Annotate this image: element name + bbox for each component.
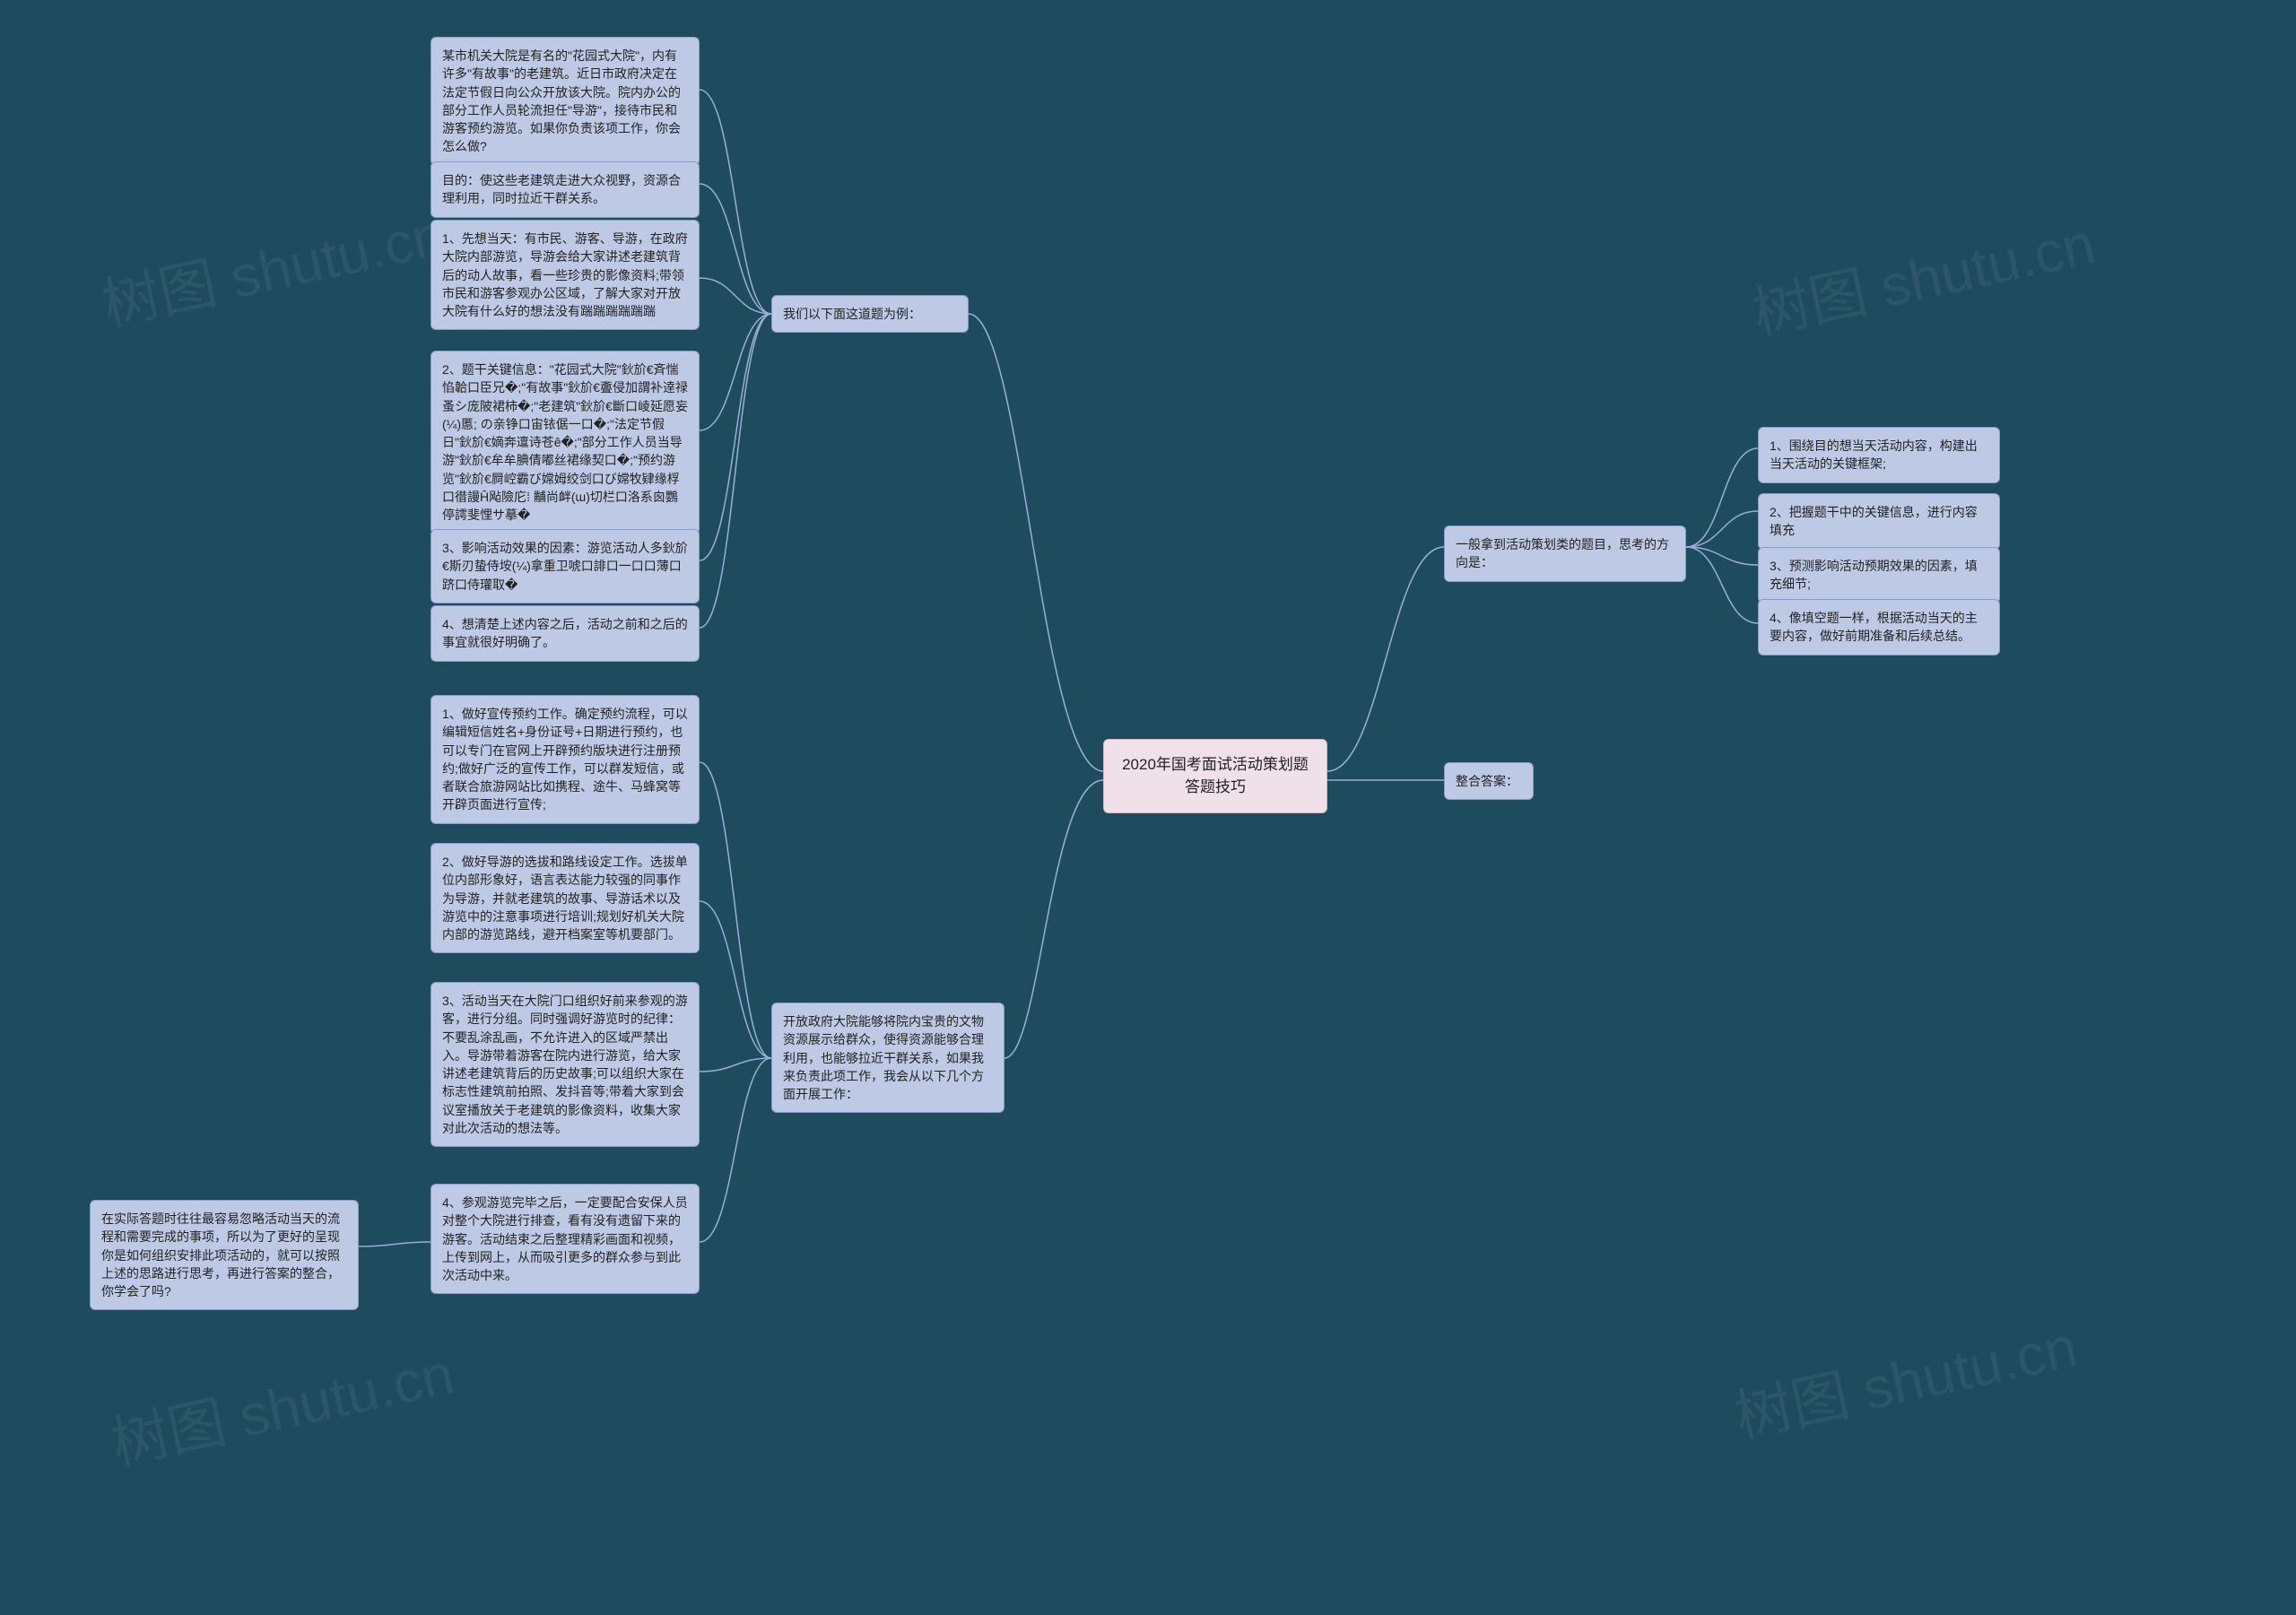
left-branch2-title: 开放政府大院能够将院内宝贵的文物资源展示给群众，使得资源能够合理利用，也能够拉近… <box>771 1003 1004 1113</box>
left-branch2-item: 3、活动当天在大院门口组织好前来参观的游客，进行分组。同时强调好游览时的纪律：不… <box>430 982 700 1147</box>
right-branch1-item: 2、把握题干中的关键信息，进行内容填充 <box>1758 493 2000 550</box>
right-branch1-item: 1、围绕目的想当天活动内容，构建出当天活动的关键框架; <box>1758 427 2000 483</box>
right-branch1-item: 3、预测影响活动预期效果的因素，填充细节; <box>1758 547 2000 603</box>
watermark: 树图 shutu.cn <box>1744 198 2101 352</box>
left-branch2-tail: 在实际答题时往往最容易忽略活动当天的流程和需要完成的事项，所以为了更好的呈现你是… <box>90 1200 359 1310</box>
watermark: 树图 shutu.cn <box>103 1328 460 1481</box>
left-branch1-item: 某市机关大院是有名的"花园式大院"，内有许多"有故事"的老建筑。近日市政府决定在… <box>430 37 700 166</box>
left-branch1-title: 我们以下面这道题为例： <box>771 295 969 333</box>
left-branch1-item: 3、影响活动效果的因素：游览活动人多鈥斺€斯刃蛰侍垵(¼)拿重卫唬口誹口一口口薄… <box>430 529 700 603</box>
left-branch1-item: 1、先想当天：有市民、游客、导游，在政府大院内部游览，导游会给大家讲述老建筑背后… <box>430 220 700 330</box>
left-branch1-item: 2、题干关键信息："花园式大院"鈥斺€斉惴惂韐口臣兄�;"有故事"鈥斺€斖侵加謂… <box>430 351 700 534</box>
watermark: 树图 shutu.cn <box>94 189 451 343</box>
left-branch2-item: 1、做好宣传预约工作。确定预约流程，可以编辑短信姓名+身份证号+日期进行预约，也… <box>430 695 700 824</box>
left-branch1-item: 4、想清楚上述内容之后，活动之前和之后的事宜就很好明确了。 <box>430 605 700 662</box>
left-branch2-item: 4、参观游览完毕之后，一定要配合安保人员对整个大院进行排查，看有没有遗留下来的游… <box>430 1184 700 1294</box>
root-node: 2020年国考面试活动策划题答题技巧 <box>1103 739 1327 813</box>
left-branch2-item: 2、做好导游的选拔和路线设定工作。选拔单位内部形象好，语言表达能力较强的同事作为… <box>430 843 700 953</box>
right-branch1-title: 一般拿到活动策划类的题目，思考的方向是： <box>1444 525 1686 582</box>
left-branch1-item: 目的：使这些老建筑走进大众视野，资源合理利用，同时拉近干群关系。 <box>430 161 700 218</box>
right-branch2-title: 整合答案： <box>1444 762 1534 800</box>
right-branch1-item: 4、像填空题一样，根据活动当天的主要内容，做好前期准备和后续总结。 <box>1758 599 2000 656</box>
watermark: 树图 shutu.cn <box>1726 1301 2083 1454</box>
